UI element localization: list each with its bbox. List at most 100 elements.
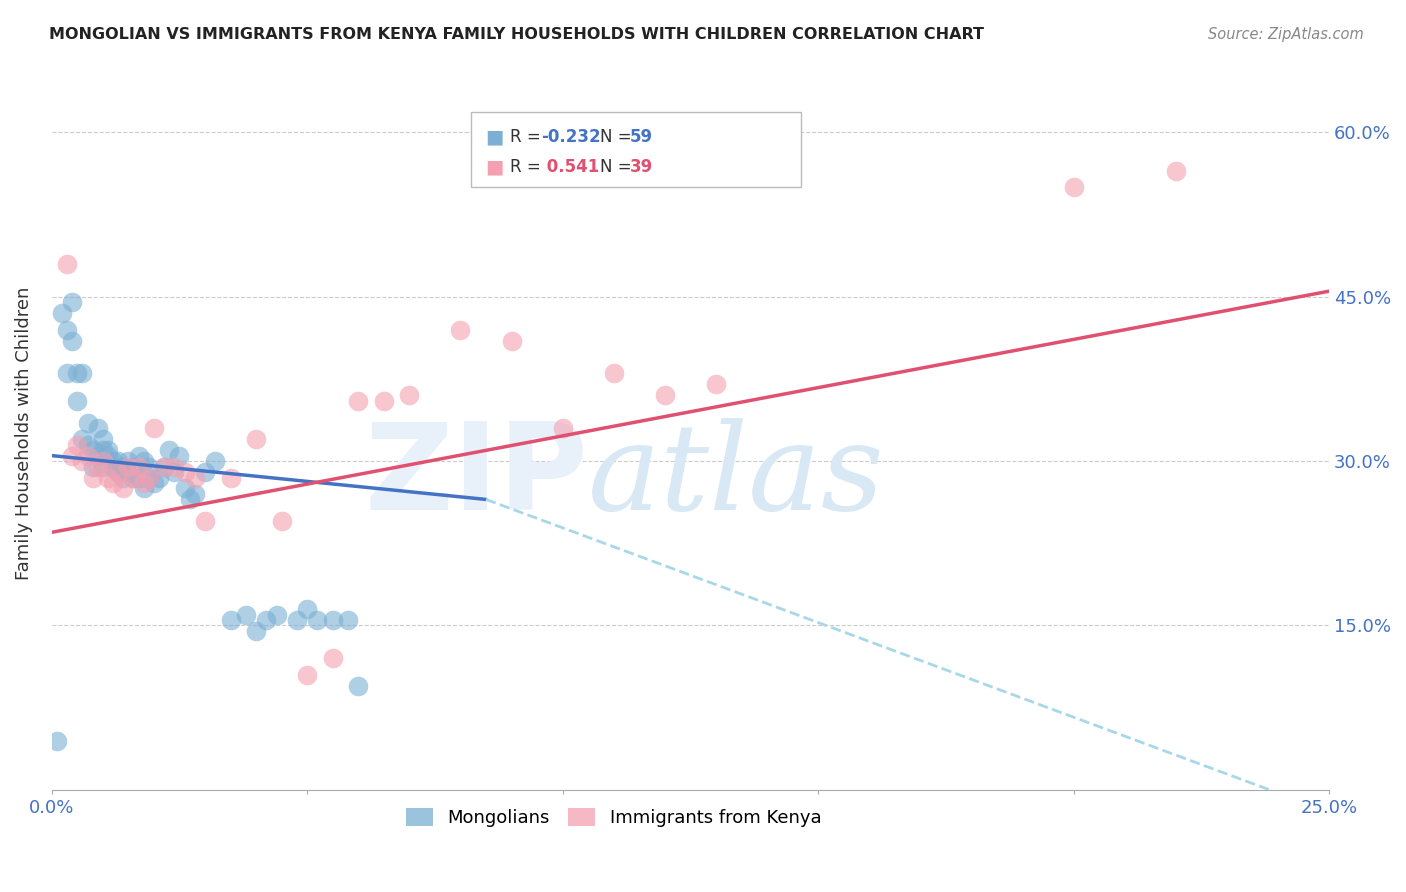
Point	[148, 470, 170, 484]
Point	[117, 465, 139, 479]
Point	[91, 454, 114, 468]
Point	[97, 443, 120, 458]
Point	[157, 443, 180, 458]
Point	[551, 421, 574, 435]
Point	[501, 334, 523, 348]
Point	[194, 465, 217, 479]
Point	[117, 454, 139, 468]
Point	[704, 377, 727, 392]
Point	[1164, 163, 1187, 178]
Point	[122, 459, 145, 474]
Point	[163, 465, 186, 479]
Point	[66, 393, 89, 408]
Point	[66, 367, 89, 381]
Point	[138, 470, 160, 484]
Point	[76, 416, 98, 430]
Text: 59: 59	[630, 128, 652, 145]
Y-axis label: Family Households with Children: Family Households with Children	[15, 287, 32, 581]
Point	[76, 449, 98, 463]
Point	[132, 454, 155, 468]
Point	[91, 443, 114, 458]
Point	[91, 432, 114, 446]
Point	[184, 487, 207, 501]
Point	[87, 449, 110, 463]
Point	[153, 459, 176, 474]
Point	[295, 602, 318, 616]
Text: Source: ZipAtlas.com: Source: ZipAtlas.com	[1208, 27, 1364, 42]
Text: atlas: atlas	[588, 417, 884, 535]
Point	[132, 475, 155, 490]
Point	[254, 613, 277, 627]
Point	[72, 454, 94, 468]
Point	[72, 432, 94, 446]
Point	[398, 388, 420, 402]
Point	[1063, 180, 1085, 194]
Point	[97, 449, 120, 463]
Point	[107, 465, 129, 479]
Point	[56, 322, 79, 336]
Point	[245, 432, 267, 446]
Point	[219, 613, 242, 627]
Point	[173, 482, 195, 496]
Text: ZIP: ZIP	[364, 418, 588, 535]
Text: MONGOLIAN VS IMMIGRANTS FROM KENYA FAMILY HOUSEHOLDS WITH CHILDREN CORRELATION C: MONGOLIAN VS IMMIGRANTS FROM KENYA FAMIL…	[49, 27, 984, 42]
Point	[101, 459, 124, 474]
Point	[245, 624, 267, 638]
Point	[373, 393, 395, 408]
Point	[603, 367, 626, 381]
Point	[163, 459, 186, 474]
Point	[112, 470, 135, 484]
Point	[219, 470, 242, 484]
Point	[101, 454, 124, 468]
Point	[235, 607, 257, 622]
Point	[76, 437, 98, 451]
Text: 0.541: 0.541	[541, 158, 599, 176]
Point	[60, 449, 83, 463]
Point	[132, 482, 155, 496]
Point	[117, 459, 139, 474]
Point	[107, 454, 129, 468]
Point	[184, 470, 207, 484]
Point	[654, 388, 676, 402]
Point	[169, 449, 191, 463]
Point	[122, 470, 145, 484]
Point	[60, 295, 83, 310]
Point	[60, 334, 83, 348]
Point	[153, 459, 176, 474]
Text: 39: 39	[630, 158, 654, 176]
Legend: Mongolians, Immigrants from Kenya: Mongolians, Immigrants from Kenya	[399, 800, 828, 834]
Text: R =: R =	[510, 158, 547, 176]
Point	[295, 668, 318, 682]
Point	[270, 514, 292, 528]
Point	[101, 475, 124, 490]
Point	[347, 679, 370, 693]
Point	[51, 306, 73, 320]
Point	[82, 443, 104, 458]
Point	[66, 437, 89, 451]
Point	[204, 454, 226, 468]
Point	[128, 459, 150, 474]
Point	[450, 322, 472, 336]
Point	[138, 470, 160, 484]
Point	[266, 607, 288, 622]
Point	[97, 470, 120, 484]
Point	[128, 449, 150, 463]
Text: N =: N =	[600, 128, 637, 145]
Point	[322, 651, 344, 665]
Point	[87, 459, 110, 474]
Point	[72, 367, 94, 381]
Point	[112, 459, 135, 474]
Point	[179, 492, 201, 507]
Point	[285, 613, 308, 627]
Point	[82, 470, 104, 484]
Point	[45, 733, 67, 747]
Point	[87, 421, 110, 435]
Point	[138, 459, 160, 474]
Point	[142, 475, 165, 490]
Point	[307, 613, 329, 627]
Text: -0.232: -0.232	[541, 128, 600, 145]
Point	[322, 613, 344, 627]
Text: R =: R =	[510, 128, 547, 145]
Point	[82, 459, 104, 474]
Point	[173, 465, 195, 479]
